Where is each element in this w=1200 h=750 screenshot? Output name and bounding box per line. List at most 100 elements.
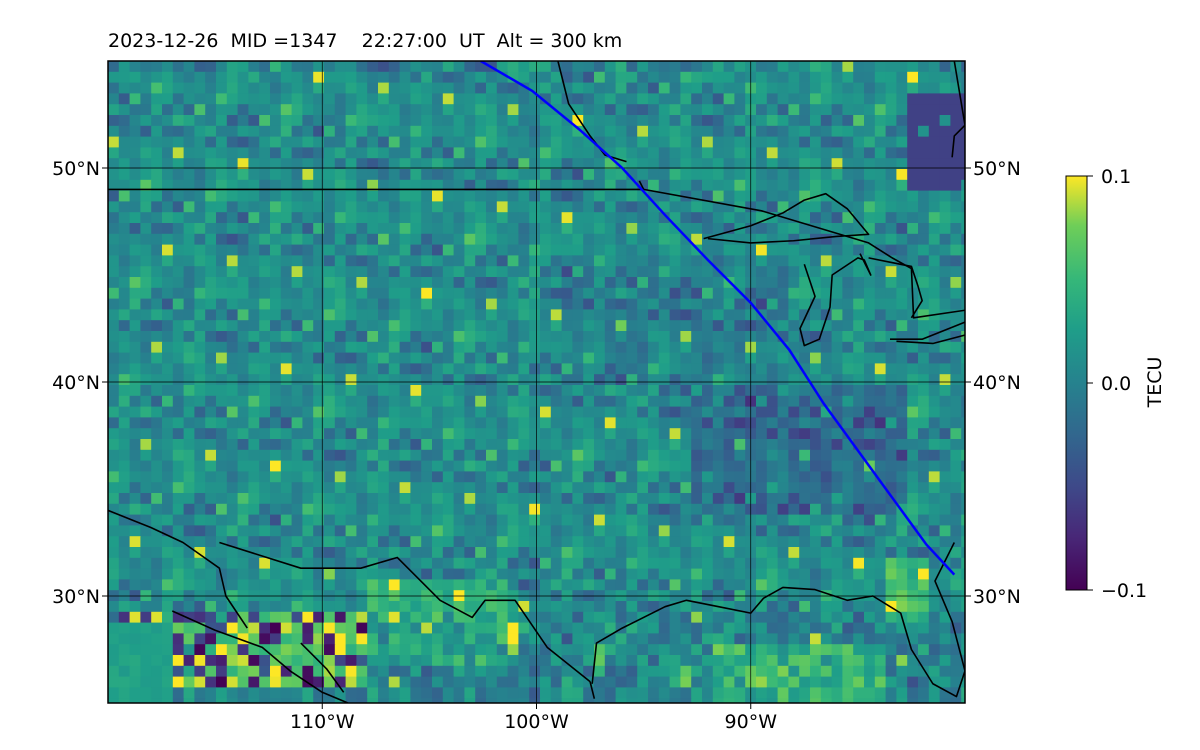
heatmap-cell (788, 460, 800, 472)
heatmap-cell (615, 417, 627, 429)
heatmap-cell (529, 266, 541, 278)
heatmap-cell (799, 309, 811, 321)
heatmap-cell (151, 568, 163, 580)
heatmap-cell (529, 439, 541, 451)
heatmap-cell (939, 395, 951, 408)
heatmap-cell (464, 136, 476, 148)
heatmap-cell (680, 287, 692, 300)
heatmap-cell (162, 514, 174, 526)
heatmap-cell (280, 482, 293, 494)
heatmap-cell (205, 482, 217, 494)
heatmap-cell (928, 201, 941, 213)
heatmap-cell (680, 341, 692, 354)
heatmap-cell (961, 417, 965, 429)
heatmap-cell (723, 374, 735, 386)
heatmap-cell (183, 633, 195, 645)
heatmap-cell (453, 428, 465, 440)
boundary-line (300, 642, 345, 693)
heatmap-cell (108, 385, 120, 397)
heatmap-cell (162, 233, 174, 246)
heatmap-cell (140, 676, 152, 688)
heatmap-cell (810, 363, 822, 375)
heatmap-cell (669, 147, 681, 159)
heatmap-cell (799, 417, 811, 429)
heatmap-cell (669, 136, 681, 148)
heatmap-cell (604, 460, 617, 472)
heatmap-cell (658, 179, 671, 192)
heatmap-cell (561, 363, 573, 375)
heatmap-cell (820, 633, 833, 645)
heatmap-cell (162, 136, 174, 148)
heatmap-cell (561, 266, 573, 278)
heatmap-cell (334, 568, 347, 580)
heatmap-cell (291, 601, 303, 613)
heatmap-cell (648, 525, 660, 537)
heatmap-cell (162, 428, 174, 440)
heatmap-cell (140, 395, 152, 408)
heatmap-cell (939, 309, 951, 321)
heatmap-cell (874, 233, 887, 246)
heatmap-cell (129, 374, 141, 386)
heatmap-cell (259, 460, 271, 472)
heatmap-cell (378, 676, 390, 688)
heatmap-cell (777, 255, 789, 267)
heatmap-cell (918, 633, 930, 645)
heatmap-cell (723, 147, 735, 159)
heatmap-cell (637, 320, 649, 332)
heatmap-cell (324, 363, 336, 375)
heatmap-cell (507, 179, 519, 192)
heatmap-cell (950, 622, 962, 634)
heatmap-cell (680, 277, 692, 289)
heatmap-cell (561, 655, 573, 667)
heatmap-cell (766, 266, 779, 278)
heatmap-cell (313, 676, 325, 688)
heatmap-cell (615, 255, 627, 267)
heatmap-cell (604, 169, 617, 181)
heatmap-cell (853, 147, 865, 159)
heatmap-cell (540, 136, 552, 148)
heatmap-cell (237, 125, 249, 138)
heatmap-cell (723, 201, 735, 213)
heatmap-cell (162, 687, 174, 699)
heatmap-cell (864, 104, 876, 116)
heatmap-cell (410, 158, 422, 170)
heatmap-cell (280, 374, 293, 386)
heatmap-cell (205, 439, 217, 451)
heatmap-cell (529, 385, 541, 397)
heatmap-cell (572, 298, 584, 310)
heatmap-cell (324, 665, 336, 678)
heatmap-cell (561, 449, 573, 462)
heatmap-cell (594, 169, 606, 181)
heatmap-cell (777, 190, 789, 202)
heatmap-cell (334, 266, 347, 278)
heatmap-cell (226, 147, 239, 159)
heatmap-cell (648, 233, 660, 246)
heatmap-cell (313, 514, 325, 526)
heatmap-cell (885, 363, 897, 375)
heatmap-cell (151, 136, 163, 148)
heatmap-cell (907, 644, 919, 656)
heatmap-cell (680, 93, 692, 105)
heatmap-cell (194, 71, 206, 84)
heatmap-cell (572, 125, 584, 138)
heatmap-cell (788, 449, 800, 462)
heatmap-cell (313, 298, 325, 310)
heatmap-cell (594, 644, 606, 656)
heatmap-cell (324, 676, 336, 688)
heatmap-cell (853, 190, 865, 202)
heatmap-cell (842, 698, 854, 703)
heatmap-cell (756, 82, 768, 94)
heatmap-cell (151, 71, 163, 84)
heatmap-cell (799, 536, 811, 548)
heatmap-cell (529, 601, 541, 613)
heatmap-cell (540, 406, 552, 418)
heatmap-cell (540, 352, 552, 364)
heatmap-cell (615, 374, 627, 386)
heatmap-cell (442, 363, 455, 375)
heatmap-cell (594, 601, 606, 613)
heatmap-cell (756, 298, 768, 310)
heatmap-cell (550, 287, 563, 300)
heatmap-cell (205, 406, 217, 418)
heatmap-cell (248, 255, 260, 267)
heatmap-cell (194, 493, 206, 505)
